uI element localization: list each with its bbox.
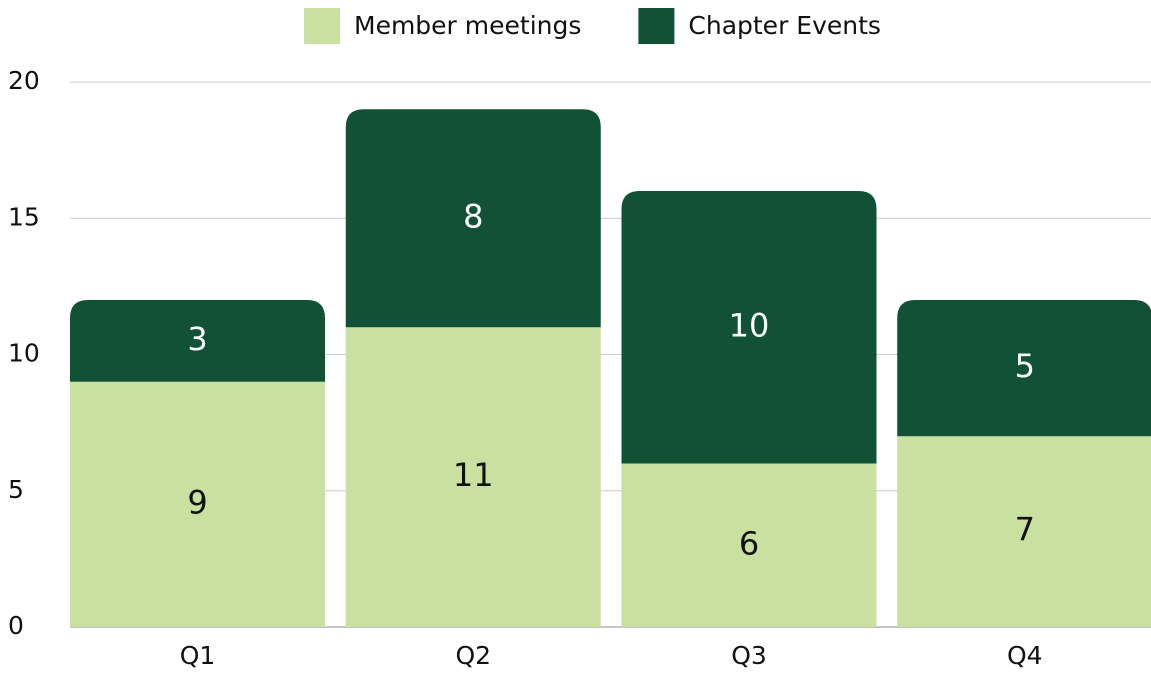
y-tick-label: 15 <box>8 202 40 231</box>
bar-segment <box>70 300 325 382</box>
y-tick-label: 5 <box>8 475 24 504</box>
x-tick-label: Q1 <box>180 641 216 670</box>
bar-segment <box>897 300 1151 437</box>
x-tick-label: Q2 <box>455 641 491 670</box>
bar-segment <box>70 381 325 627</box>
y-tick-label: 20 <box>8 66 40 95</box>
data-label: 8 <box>463 197 483 235</box>
legend-label: Chapter Events <box>688 11 881 40</box>
legend-swatch <box>304 8 340 44</box>
y-tick-label: 0 <box>8 611 24 640</box>
data-label: 5 <box>1015 347 1035 385</box>
x-tick-label: Q4 <box>1007 641 1043 670</box>
x-tick-label: Q3 <box>731 641 767 670</box>
bar-segment <box>621 463 877 627</box>
data-label: 10 <box>729 306 770 344</box>
data-label: 3 <box>187 320 207 358</box>
bar-segment <box>897 436 1151 627</box>
data-label: 9 <box>187 483 207 521</box>
bar-segment <box>621 191 877 464</box>
y-tick-label: 10 <box>8 339 40 368</box>
data-label: 7 <box>1015 511 1035 549</box>
legend-label: Member meetings <box>354 11 581 40</box>
bar-segment <box>345 109 601 328</box>
data-label: 6 <box>739 524 759 562</box>
data-label: 11 <box>453 456 494 494</box>
bar-segment <box>345 327 601 627</box>
legend-swatch <box>638 8 675 44</box>
